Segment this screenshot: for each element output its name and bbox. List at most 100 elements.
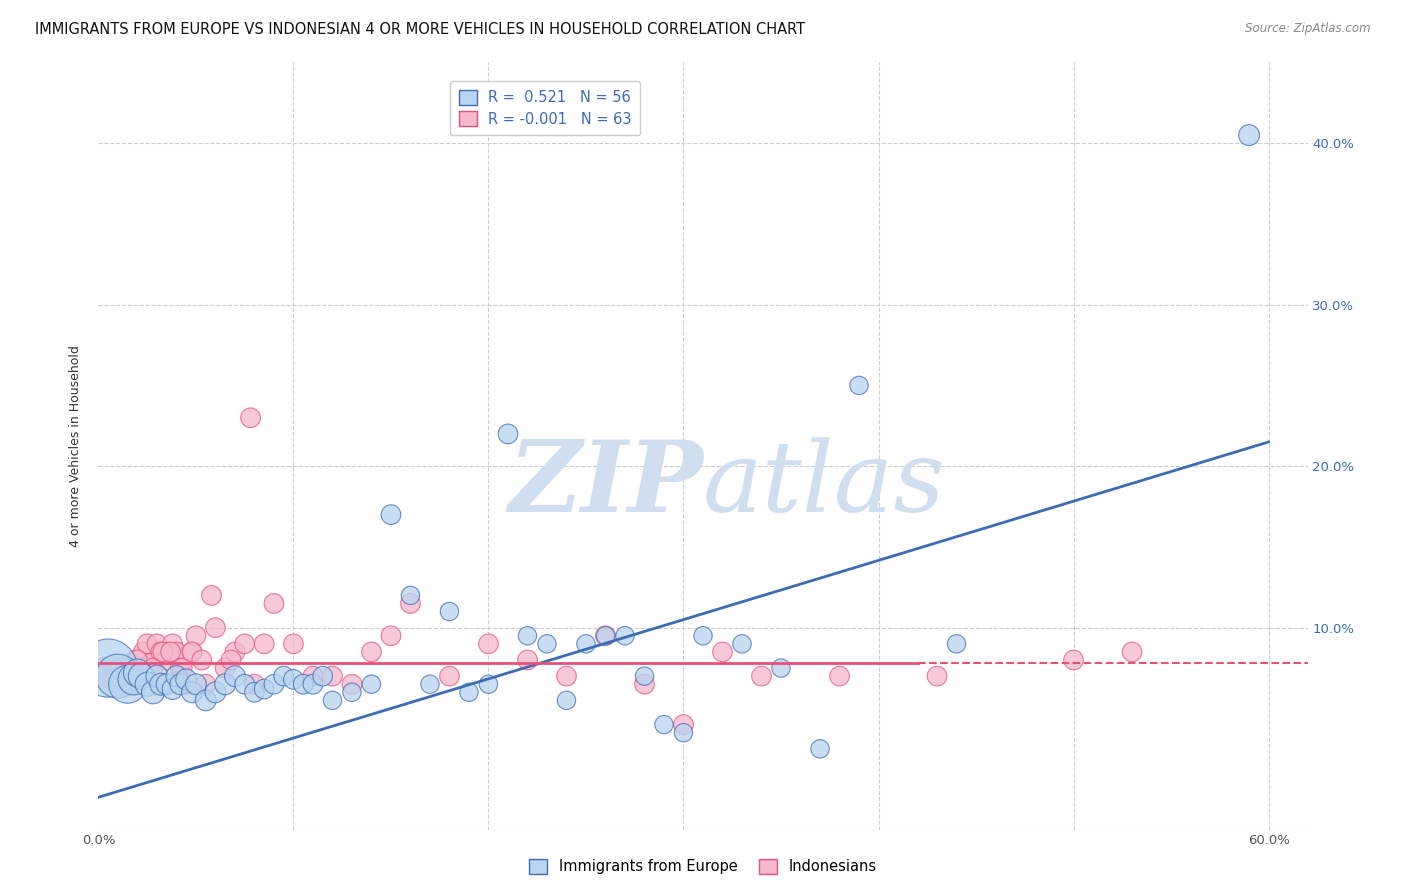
Point — [439, 605, 461, 619]
Point — [97, 665, 120, 680]
Point — [149, 645, 172, 659]
Point — [302, 677, 325, 691]
Point — [200, 588, 222, 602]
Point — [945, 637, 967, 651]
Point — [233, 677, 256, 691]
Point — [399, 597, 422, 611]
Point — [253, 637, 276, 651]
Point — [925, 669, 948, 683]
Point — [172, 661, 194, 675]
Text: atlas: atlas — [703, 437, 946, 532]
Point — [194, 677, 217, 691]
Point — [360, 645, 382, 659]
Point — [419, 677, 441, 691]
Point — [165, 669, 187, 683]
Point — [633, 677, 655, 691]
Point — [184, 629, 207, 643]
Point — [595, 629, 617, 643]
Point — [214, 661, 236, 675]
Point — [253, 681, 276, 696]
Point — [162, 681, 184, 696]
Point — [165, 645, 187, 659]
Point — [117, 665, 139, 680]
Point — [575, 637, 598, 651]
Point — [496, 426, 519, 441]
Point — [159, 645, 181, 659]
Point — [103, 669, 125, 683]
Point — [692, 629, 714, 643]
Point — [652, 717, 675, 731]
Point — [181, 685, 204, 699]
Point — [224, 669, 246, 683]
Text: Source: ZipAtlas.com: Source: ZipAtlas.com — [1246, 22, 1371, 36]
Point — [769, 661, 792, 675]
Point — [672, 725, 695, 739]
Point — [555, 669, 578, 683]
Point — [516, 653, 538, 667]
Point — [111, 661, 134, 675]
Point — [146, 637, 169, 651]
Point — [380, 629, 402, 643]
Point — [132, 645, 155, 659]
Point — [263, 677, 285, 691]
Point — [97, 661, 120, 675]
Point — [399, 588, 422, 602]
Point — [191, 653, 214, 667]
Point — [169, 677, 191, 691]
Point — [711, 645, 734, 659]
Point — [93, 661, 115, 675]
Point — [302, 669, 325, 683]
Point — [156, 677, 179, 691]
Point — [108, 661, 131, 675]
Point — [107, 669, 129, 683]
Point — [219, 653, 242, 667]
Y-axis label: 4 or more Vehicles in Household: 4 or more Vehicles in Household — [69, 345, 83, 547]
Point — [146, 669, 169, 683]
Point — [283, 673, 305, 687]
Point — [672, 717, 695, 731]
Point — [439, 669, 461, 683]
Point — [731, 637, 754, 651]
Point — [127, 665, 149, 680]
Point — [128, 661, 150, 675]
Point — [595, 629, 617, 643]
Point — [808, 741, 831, 756]
Point — [131, 669, 153, 683]
Point — [149, 677, 172, 691]
Point — [194, 693, 217, 707]
Point — [101, 673, 124, 687]
Point — [204, 685, 226, 699]
Point — [117, 677, 139, 691]
Point — [224, 645, 246, 659]
Point — [136, 677, 159, 691]
Point — [458, 685, 481, 699]
Point — [139, 657, 162, 671]
Point — [243, 677, 266, 691]
Point — [233, 637, 256, 651]
Point — [142, 685, 165, 699]
Point — [555, 693, 578, 707]
Point — [162, 637, 184, 651]
Point — [273, 669, 295, 683]
Point — [283, 637, 305, 651]
Point — [828, 669, 851, 683]
Legend: R =  0.521   N = 56, R = -0.001   N = 63: R = 0.521 N = 56, R = -0.001 N = 63 — [450, 81, 641, 136]
Point — [181, 645, 204, 659]
Point — [751, 669, 773, 683]
Point — [152, 645, 174, 659]
Point — [516, 629, 538, 643]
Point — [1237, 128, 1260, 142]
Point — [1121, 645, 1143, 659]
Point — [174, 673, 197, 687]
Point — [174, 677, 197, 691]
Point — [614, 629, 637, 643]
Point — [118, 677, 141, 691]
Point — [312, 669, 335, 683]
Point — [292, 677, 315, 691]
Point — [243, 685, 266, 699]
Point — [184, 677, 207, 691]
Point — [136, 637, 159, 651]
Point — [321, 693, 343, 707]
Point — [121, 673, 143, 687]
Point — [142, 661, 165, 675]
